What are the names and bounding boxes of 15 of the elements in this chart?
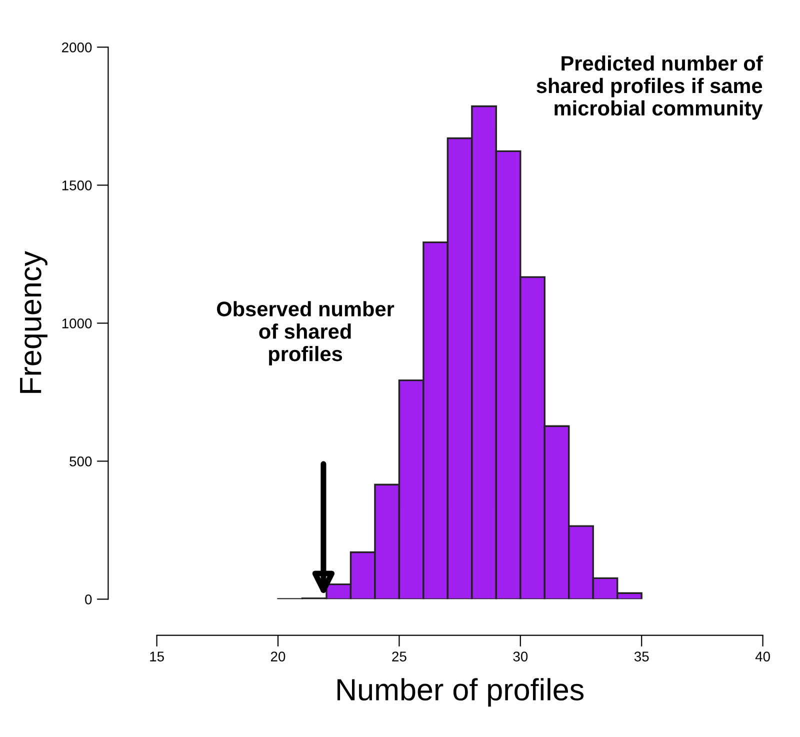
x-tick-label: 20 [270, 652, 286, 662]
y-tick-label: 500 [70, 456, 92, 466]
x-axis-title: Number of profiles [337, 678, 584, 707]
x-tick-label: 25 [392, 652, 406, 662]
x-tick-label: 30 [513, 652, 528, 662]
x-tick-label: 15 [150, 652, 164, 662]
y-tick-label: 0 [85, 594, 92, 604]
x-tick-label: 40 [755, 652, 770, 662]
annotation: Observed number of shared profiles [216, 301, 394, 366]
y-tick-label: 1500 [62, 180, 92, 190]
y-tick-label: 1000 [62, 318, 92, 328]
y-tick-label: 2000 [62, 42, 92, 52]
x-tick-label: 35 [634, 652, 649, 662]
y-axis-title: Frequency [20, 251, 48, 393]
annotation: Predicted number of shared profiles if same microbial community [536, 55, 763, 120]
